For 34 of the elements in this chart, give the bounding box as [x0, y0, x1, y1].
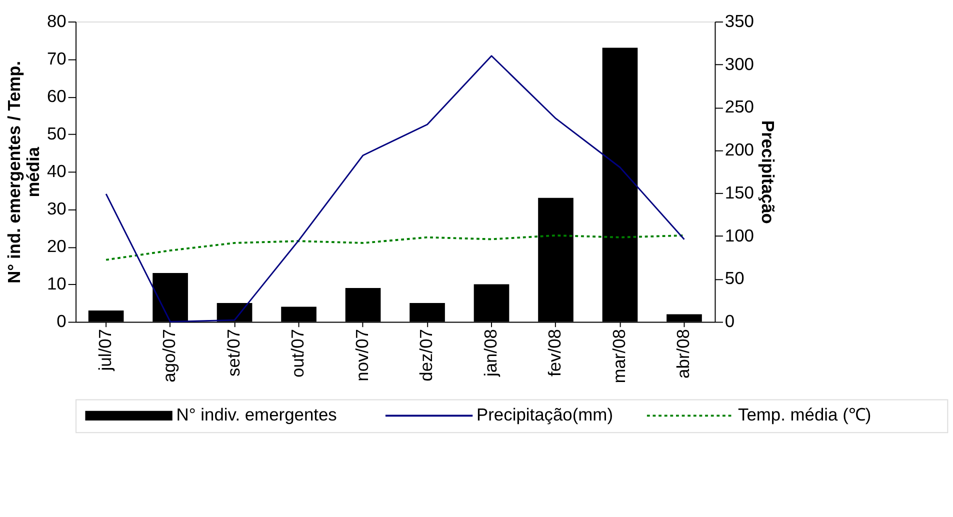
y-tick-label: 10	[46, 274, 67, 294]
x-tick-label: fev/08	[544, 329, 565, 377]
y2-tick-label: 0	[724, 311, 735, 332]
x-tick-label: jul/07	[94, 329, 115, 372]
y-tick-label: 80	[46, 10, 67, 31]
line-series	[105, 234, 686, 261]
y-tick-label: 50	[46, 123, 67, 144]
y-tick-label: 70	[46, 48, 67, 68]
y2-tick-label: 350	[724, 10, 754, 31]
legend-label: Precipitação(mm)	[476, 404, 613, 425]
y-tick-label: 0	[56, 311, 67, 332]
legend-label: Temp. média (℃)	[738, 404, 872, 425]
x-tick-label: abr/08	[673, 329, 694, 378]
y-tick-label: 40	[46, 160, 67, 181]
y-tick-label: 20	[46, 236, 67, 256]
y2-tick-label: 150	[724, 182, 754, 202]
x-tick-label: set/07	[223, 329, 244, 377]
y-tick-label: 30	[46, 198, 67, 219]
x-tick-label: nov/07	[352, 329, 372, 382]
y2-tick-label: 200	[724, 140, 754, 160]
x-tick-label: dez/07	[416, 329, 436, 382]
x-tick-label: ago/07	[159, 329, 180, 382]
y2-tick-label: 250	[724, 96, 754, 117]
y-axis-title: N° ind. emergentes / Temp. média	[4, 60, 44, 284]
x-tick-label: mar/08	[608, 329, 629, 384]
y2-axis-title: Precipitação	[758, 120, 778, 224]
y2-tick-label: 50	[724, 268, 745, 288]
y-tick-label: 60	[46, 86, 67, 106]
x-tick-label: out/07	[288, 329, 308, 378]
y2-tick-label: 100	[724, 225, 754, 246]
line-series	[105, 55, 685, 322]
y2-tick-label: 300	[724, 54, 754, 74]
x-tick-label: jan/08	[480, 329, 500, 378]
legend-label: N° indiv. emergentes	[176, 404, 338, 425]
